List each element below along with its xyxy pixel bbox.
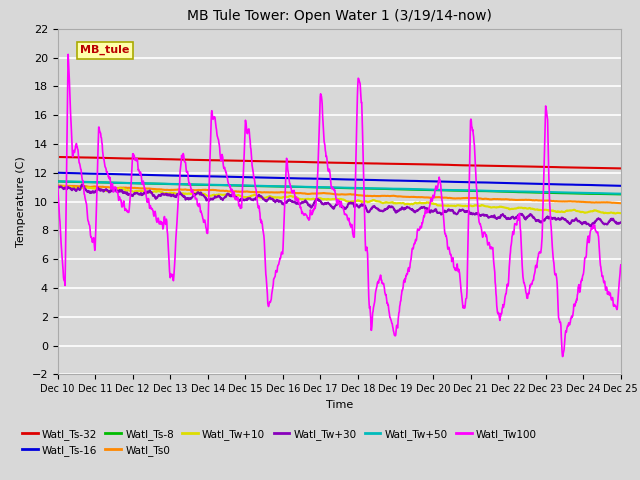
Legend: Watl_Ts-32, Watl_Ts-16, Watl_Ts-8, Watl_Ts0, Watl_Tw+10, Watl_Tw+30, Watl_Tw+50,: Watl_Ts-32, Watl_Ts-16, Watl_Ts-8, Watl_…: [18, 424, 541, 460]
Watl_Tw+10: [617, 210, 625, 216]
Watl_Tw+50: [242, 182, 250, 188]
Watl_Tw+50: [54, 179, 61, 184]
Watl_Tw100: [427, 195, 435, 201]
Watl_Tw+10: [500, 205, 508, 211]
Watl_Tw+50: [165, 181, 173, 187]
Watl_Tw+10: [611, 211, 619, 216]
Watl_Tw100: [559, 354, 566, 360]
X-axis label: Time: Time: [326, 400, 353, 409]
Watl_Ts-8: [616, 192, 624, 197]
Watl_Ts0: [500, 196, 508, 202]
Watl_Tw+30: [500, 214, 508, 219]
Watl_Tw+10: [243, 194, 250, 200]
Watl_Ts-8: [427, 187, 435, 193]
Watl_Tw100: [65, 51, 72, 57]
Watl_Tw+50: [550, 189, 557, 195]
Watl_Ts-16: [500, 180, 508, 186]
Watl_Ts-8: [242, 183, 250, 189]
Watl_Tw100: [617, 262, 625, 268]
Watl_Ts-32: [165, 156, 173, 162]
Title: MB Tule Tower: Open Water 1 (3/19/14-now): MB Tule Tower: Open Water 1 (3/19/14-now…: [187, 10, 492, 24]
Line: Watl_Ts-32: Watl_Ts-32: [58, 157, 621, 168]
Watl_Tw+30: [78, 181, 86, 187]
Watl_Tw+30: [243, 197, 250, 203]
Watl_Tw+50: [179, 181, 187, 187]
Watl_Tw+30: [54, 184, 61, 190]
Line: Watl_Ts0: Watl_Ts0: [58, 186, 621, 203]
Watl_Ts-16: [617, 183, 625, 189]
Watl_Tw+10: [427, 201, 435, 206]
Line: Watl_Ts-8: Watl_Ts-8: [58, 181, 621, 194]
Watl_Ts-16: [550, 181, 557, 187]
Text: MB_tule: MB_tule: [80, 45, 129, 55]
Watl_Tw+30: [588, 224, 595, 229]
Watl_Tw+10: [179, 191, 187, 196]
Watl_Tw+50: [617, 191, 625, 197]
Watl_Tw+10: [550, 208, 558, 214]
Line: Watl_Tw+30: Watl_Tw+30: [58, 184, 621, 227]
Watl_Ts0: [54, 183, 61, 189]
Line: Watl_Tw100: Watl_Tw100: [58, 54, 621, 357]
Watl_Ts-16: [242, 174, 250, 180]
Watl_Ts-16: [179, 173, 187, 179]
Watl_Ts-32: [242, 158, 250, 164]
Watl_Tw100: [550, 265, 558, 271]
Watl_Ts0: [617, 200, 625, 206]
Watl_Tw+30: [166, 192, 173, 197]
Watl_Ts-32: [179, 156, 187, 162]
Watl_Ts0: [427, 195, 435, 201]
Watl_Ts-8: [500, 189, 508, 194]
Watl_Tw+50: [500, 188, 508, 194]
Watl_Ts0: [56, 183, 63, 189]
Watl_Tw+10: [54, 184, 61, 190]
Watl_Ts-32: [550, 164, 557, 170]
Watl_Ts-32: [617, 166, 625, 171]
Watl_Tw+50: [427, 187, 435, 192]
Watl_Ts-16: [427, 179, 435, 184]
Watl_Ts-8: [617, 192, 625, 197]
Watl_Tw+30: [550, 216, 558, 221]
Watl_Tw+10: [60, 183, 68, 189]
Watl_Ts-32: [427, 162, 435, 168]
Watl_Ts0: [179, 187, 187, 192]
Watl_Ts-8: [550, 190, 557, 196]
Watl_Tw100: [54, 183, 61, 189]
Watl_Ts0: [166, 187, 173, 193]
Watl_Ts0: [616, 200, 624, 206]
Watl_Tw100: [179, 151, 187, 156]
Watl_Ts-16: [54, 170, 61, 176]
Line: Watl_Tw+10: Watl_Tw+10: [58, 186, 621, 214]
Line: Watl_Ts-16: Watl_Ts-16: [58, 173, 621, 186]
Watl_Tw+10: [166, 191, 173, 196]
Watl_Ts-32: [54, 154, 61, 160]
Watl_Tw+30: [179, 193, 187, 199]
Watl_Ts-32: [500, 163, 508, 169]
Y-axis label: Temperature (C): Temperature (C): [16, 156, 26, 247]
Watl_Ts-8: [165, 181, 173, 187]
Watl_Ts0: [550, 198, 558, 204]
Watl_Tw100: [166, 268, 173, 274]
Watl_Tw+30: [427, 207, 435, 213]
Watl_Ts-16: [165, 173, 173, 179]
Watl_Ts0: [243, 189, 250, 194]
Watl_Tw100: [500, 299, 508, 304]
Line: Watl_Tw+50: Watl_Tw+50: [58, 181, 621, 194]
Watl_Tw100: [243, 122, 250, 128]
Watl_Ts-8: [54, 179, 61, 184]
Watl_Ts-8: [179, 181, 187, 187]
Watl_Tw+30: [617, 219, 625, 225]
